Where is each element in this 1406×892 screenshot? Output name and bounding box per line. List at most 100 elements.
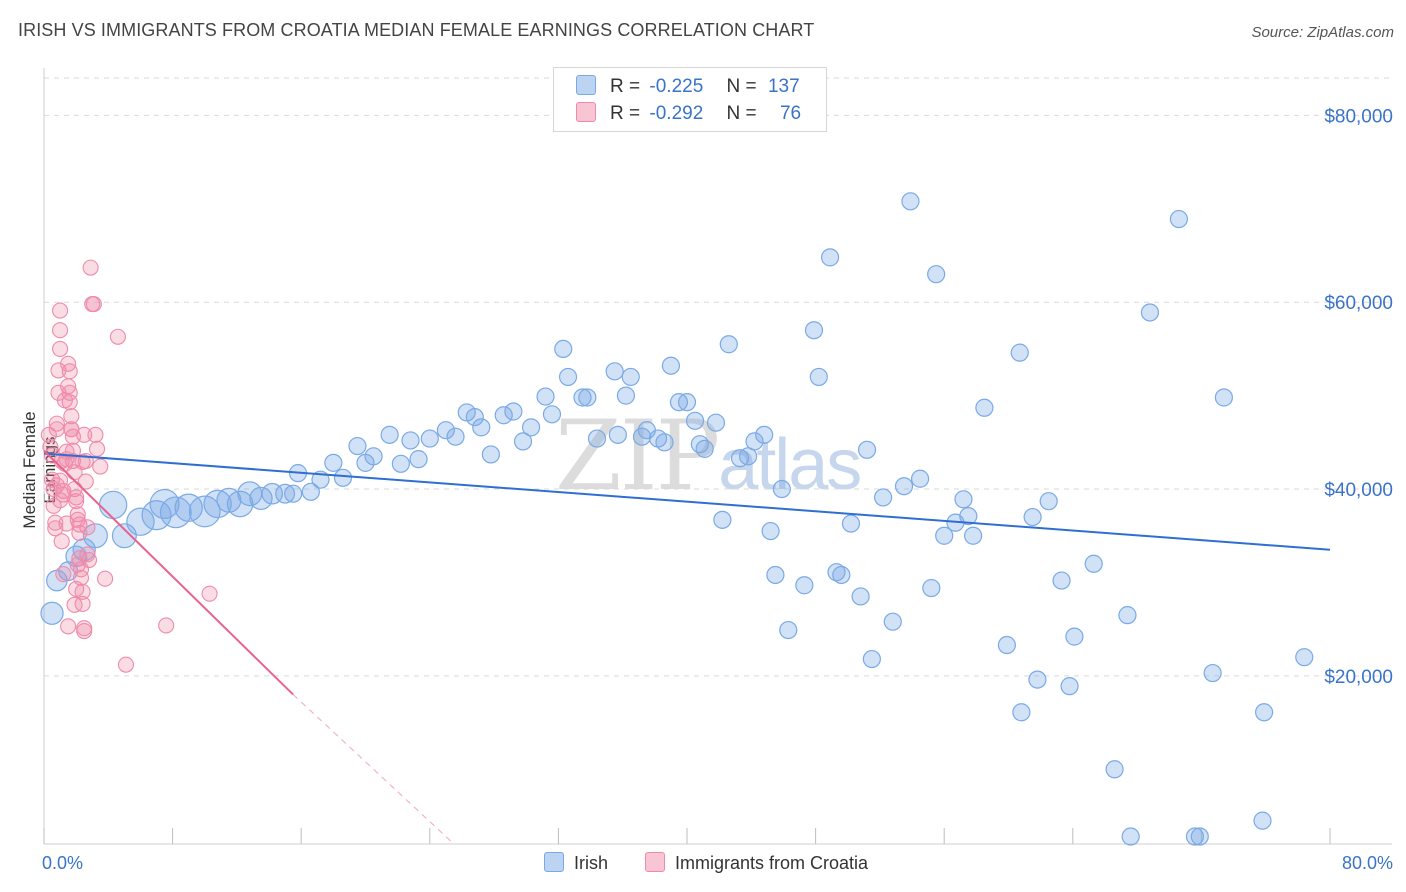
- irish-point: [1214, 388, 1234, 407]
- irish-point: [927, 265, 946, 284]
- croatia-point: [60, 618, 77, 635]
- irish-point: [975, 398, 994, 417]
- irish-point: [901, 192, 920, 211]
- irish-point: [1203, 663, 1222, 683]
- croatia-trend-extension: [292, 694, 455, 845]
- irish-point: [655, 433, 674, 452]
- croatia-point: [74, 595, 91, 612]
- irish-point: [841, 514, 861, 533]
- irish-point: [126, 507, 155, 536]
- croatia-point: [76, 622, 93, 640]
- croatia-point: [61, 394, 78, 411]
- croatia-point: [48, 477, 65, 494]
- irish-point: [558, 367, 578, 387]
- bottom-irish-label: Irish: [574, 853, 609, 873]
- irish-point: [216, 487, 242, 513]
- croatia-point: [201, 585, 218, 602]
- irish-point: [1010, 343, 1029, 362]
- croatia-point: [68, 493, 85, 510]
- croatia-n-label: N =: [726, 103, 757, 124]
- croatia-point: [63, 408, 80, 425]
- croatia-point: [68, 580, 85, 598]
- irish-point: [301, 482, 320, 501]
- irish-trend-line: [43, 452, 1331, 551]
- irish-point: [226, 490, 254, 518]
- irish-point: [1039, 492, 1058, 511]
- correlation-legend: R = -0.225 N = 137 R = -0.292 N = 76: [553, 67, 827, 132]
- irish-r-value: -0.225: [649, 76, 704, 97]
- croatia-point: [92, 458, 109, 475]
- source-label: Source: ZipAtlas.com: [1251, 24, 1394, 41]
- irish-point: [1121, 827, 1140, 846]
- croatia-point: [63, 421, 80, 438]
- croatia-point: [87, 426, 104, 443]
- irish-point: [894, 477, 914, 496]
- irish-point: [554, 339, 573, 359]
- irish-point: [954, 490, 973, 509]
- irish-point: [465, 407, 484, 427]
- croatia-point: [82, 259, 99, 276]
- irish-point: [820, 248, 840, 267]
- y-tick-label: $80,000: [1324, 106, 1393, 127]
- irish-point: [504, 402, 523, 421]
- irish-point: [1052, 571, 1071, 590]
- irish-point: [40, 601, 64, 625]
- croatia-point: [40, 426, 57, 443]
- irish-point: [587, 429, 607, 448]
- irish-point: [284, 484, 303, 503]
- irish-point: [761, 521, 780, 541]
- croatia-point: [77, 473, 94, 490]
- croatia-point: [48, 415, 65, 432]
- irish-point: [1023, 507, 1042, 527]
- irish-point: [608, 425, 627, 444]
- irish-point: [536, 387, 555, 406]
- x-tick-label-max: 80.0%: [1342, 853, 1393, 873]
- irish-n-value: 137: [767, 76, 800, 97]
- irish-point: [472, 418, 491, 437]
- irish-point: [695, 439, 714, 458]
- chart-title: IRISH VS IMMIGRANTS FROM CROATIA MEDIAN …: [18, 20, 815, 40]
- y-tick-label: $60,000: [1324, 293, 1393, 314]
- croatia-point: [61, 363, 78, 380]
- irish-point: [964, 526, 983, 545]
- croatia-point: [158, 617, 175, 634]
- irish-point: [922, 578, 941, 598]
- irish-point: [738, 447, 758, 466]
- irish-point: [862, 649, 881, 669]
- irish-point: [661, 356, 681, 375]
- irish-point: [1084, 554, 1103, 573]
- irish-point: [364, 447, 383, 466]
- croatia-n-value: 76: [779, 103, 802, 124]
- irish-point: [1012, 703, 1031, 722]
- irish-point: [959, 507, 978, 526]
- irish-point: [832, 565, 851, 585]
- irish-point: [380, 425, 399, 444]
- croatia-point: [79, 519, 96, 536]
- croatia-point: [68, 489, 85, 506]
- croatia-point: [52, 492, 69, 509]
- croatia-swatch: [576, 102, 596, 122]
- croatia-point: [52, 340, 69, 357]
- croatia-point: [85, 296, 102, 313]
- croatia-point: [58, 515, 75, 532]
- irish-point: [1028, 670, 1047, 689]
- croatia-point: [45, 497, 62, 514]
- irish-point: [111, 523, 137, 549]
- irish-point: [795, 576, 814, 595]
- irish-point: [542, 405, 562, 424]
- bottom-croatia-swatch: [645, 852, 665, 872]
- irish-point: [446, 427, 465, 446]
- irish-point: [719, 335, 738, 354]
- irish-point: [779, 620, 798, 640]
- irish-point: [1060, 677, 1079, 696]
- irish-point: [935, 526, 954, 545]
- y-tick-label: $20,000: [1324, 667, 1393, 688]
- irish-point: [910, 469, 930, 488]
- croatia-point: [97, 570, 114, 587]
- irish-point: [706, 413, 726, 432]
- irish-point: [1185, 827, 1205, 846]
- irish-point: [249, 486, 273, 511]
- irish-point: [149, 488, 180, 520]
- irish-point: [605, 362, 624, 381]
